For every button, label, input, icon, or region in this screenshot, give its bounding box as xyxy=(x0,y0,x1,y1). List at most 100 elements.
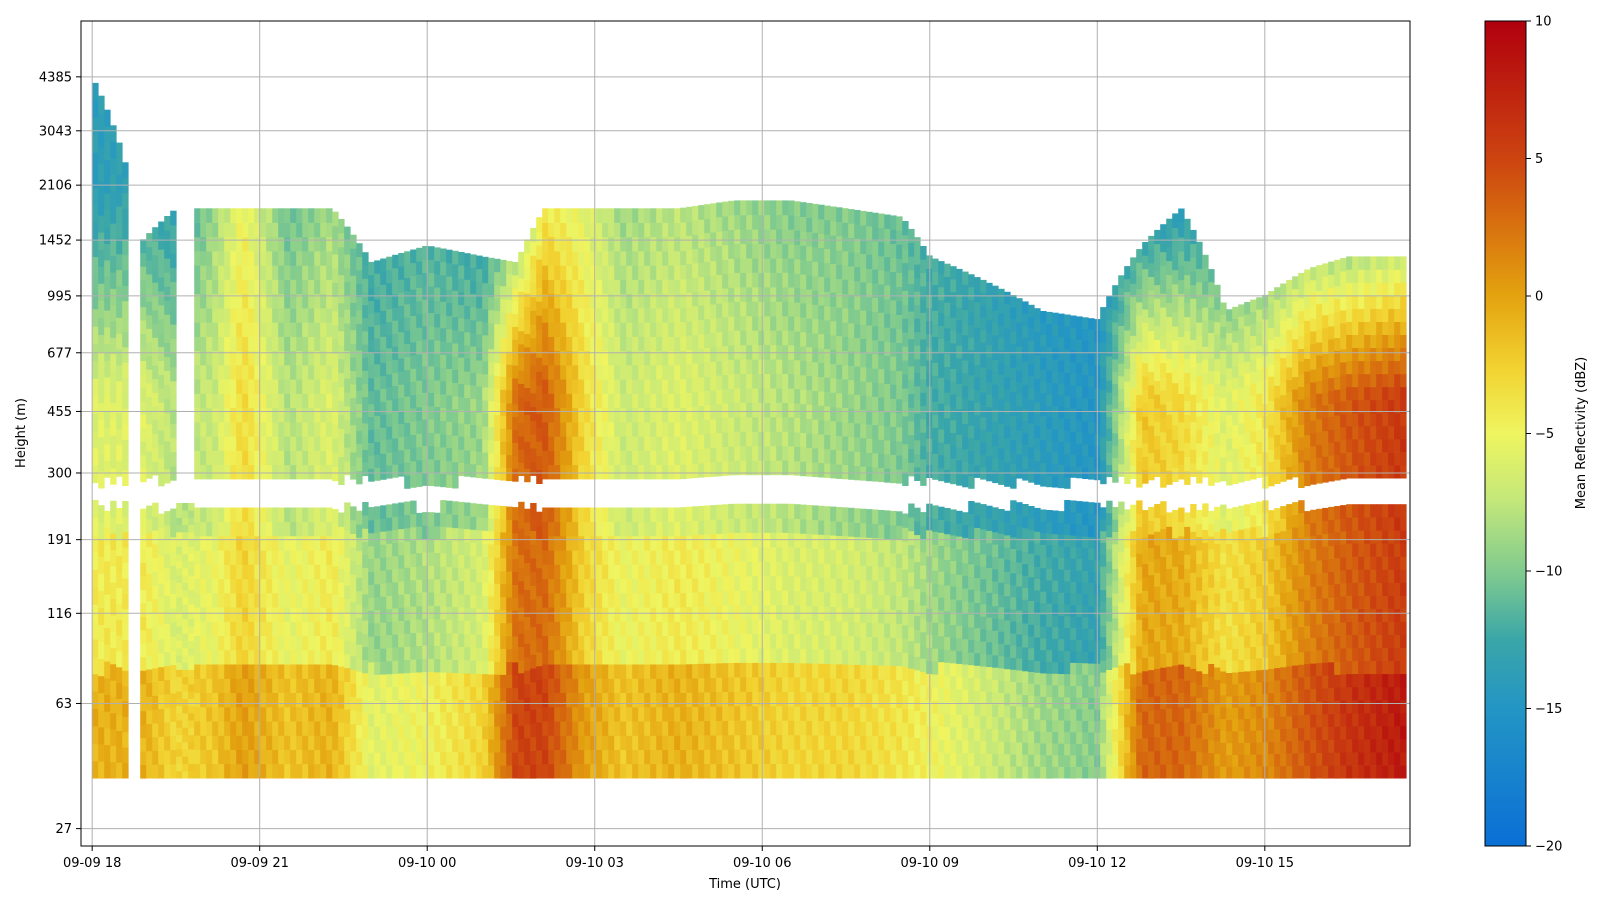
heatmap-cell xyxy=(494,310,501,325)
heatmap-cell xyxy=(254,450,261,466)
heatmap-cell xyxy=(224,308,231,323)
heatmap-cell xyxy=(650,222,657,238)
heatmap-cell xyxy=(326,607,333,622)
heatmap-cell xyxy=(416,764,423,779)
heatmap-cell xyxy=(272,208,279,223)
heatmap-cell xyxy=(110,419,117,436)
heatmap-cell xyxy=(488,309,495,324)
heatmap-cell xyxy=(302,678,309,693)
heatmap-cell xyxy=(518,712,525,726)
heatmap-cell xyxy=(854,210,861,225)
heatmap-cell xyxy=(734,518,741,533)
heatmap-cell xyxy=(284,208,291,223)
heatmap-cell xyxy=(776,561,783,577)
heatmap-cell xyxy=(230,649,237,665)
heatmap-cell xyxy=(452,264,459,278)
heatmap-cell xyxy=(470,385,477,399)
heatmap-cell xyxy=(374,584,381,598)
heatmap-cell xyxy=(830,206,837,222)
heatmap-cell xyxy=(470,293,477,308)
heatmap-cell xyxy=(590,208,597,223)
heatmap-cell xyxy=(248,735,255,750)
heatmap-cell xyxy=(152,667,159,683)
heatmap-cell xyxy=(776,633,783,649)
heatmap-cell xyxy=(140,630,147,644)
heatmap-cell xyxy=(776,734,783,750)
heatmap-cell xyxy=(698,620,705,636)
heatmap-cell xyxy=(596,236,603,252)
heatmap-cell xyxy=(272,336,279,352)
heatmap-cell xyxy=(278,521,285,537)
heatmap-cell xyxy=(782,590,789,606)
heatmap-cell xyxy=(764,243,771,259)
heatmap-cell xyxy=(566,507,573,523)
heatmap-cell xyxy=(254,678,261,693)
heatmap-cell xyxy=(158,332,165,348)
heatmap-cell xyxy=(224,422,231,437)
heatmap-cell xyxy=(752,575,759,591)
heatmap-cell xyxy=(272,749,279,765)
heatmap-cell xyxy=(866,764,873,779)
heatmap-cell xyxy=(632,706,639,722)
heatmap-cell xyxy=(506,467,513,482)
heatmap-cell xyxy=(536,259,543,274)
heatmap-cell xyxy=(194,678,201,693)
heatmap-cell xyxy=(200,308,207,323)
heatmap-cell xyxy=(398,686,405,700)
heatmap-cell xyxy=(524,697,531,712)
heatmap-cell xyxy=(788,662,795,678)
heatmap-cell xyxy=(824,735,831,750)
heatmap-cell xyxy=(704,390,711,406)
heatmap-cell xyxy=(272,365,279,380)
heatmap-cell xyxy=(344,392,351,407)
heatmap-cell xyxy=(98,607,105,625)
heatmap-cell xyxy=(506,325,513,339)
heatmap-cell xyxy=(416,274,423,288)
heatmap-cell xyxy=(224,279,231,295)
heatmap-cell xyxy=(428,525,435,540)
heatmap-cell xyxy=(446,646,453,660)
heatmap-cell xyxy=(284,265,291,280)
heatmap-cell xyxy=(872,339,879,355)
heatmap-cell xyxy=(644,678,651,693)
heatmap-cell xyxy=(164,244,171,259)
heatmap-cell xyxy=(488,544,495,558)
heatmap-cell xyxy=(668,265,675,280)
heatmap-cell xyxy=(476,373,483,387)
heatmap-cell xyxy=(500,428,507,442)
heatmap-cell xyxy=(146,437,153,452)
heatmap-cell xyxy=(314,521,321,537)
heatmap-cell xyxy=(116,333,123,350)
heatmap-cell xyxy=(824,234,831,249)
heatmap-cell xyxy=(794,215,801,231)
heatmap-cell xyxy=(566,607,573,622)
heatmap-cell xyxy=(734,705,741,721)
heatmap-cell xyxy=(788,720,795,736)
heatmap-cell xyxy=(584,222,591,238)
heatmap-cell xyxy=(734,460,741,476)
heatmap-cell xyxy=(728,244,735,259)
heatmap-cell xyxy=(302,251,309,266)
heatmap-cell xyxy=(740,229,747,245)
heatmap-cell xyxy=(146,301,153,316)
heatmap-cell xyxy=(674,678,681,693)
heatmap-cell xyxy=(98,334,105,352)
heatmap-cell xyxy=(872,707,879,722)
heatmap-cell xyxy=(818,290,825,306)
heatmap-cell xyxy=(836,221,843,237)
heatmap-cell xyxy=(854,423,861,438)
heatmap-cell xyxy=(692,620,699,636)
heatmap-cell xyxy=(794,691,801,707)
heatmap-cell xyxy=(92,361,99,379)
heatmap-cell xyxy=(242,279,249,295)
heatmap-cell xyxy=(98,573,105,591)
heatmap-cell xyxy=(698,348,705,363)
heatmap-cell xyxy=(728,460,735,476)
heatmap-cell xyxy=(728,619,735,635)
heatmap-cell xyxy=(614,208,621,223)
heatmap-cell xyxy=(650,735,657,750)
heatmap-cell xyxy=(488,348,495,363)
heatmap-cell xyxy=(542,293,549,309)
heatmap-cell xyxy=(248,593,255,608)
heatmap-cell xyxy=(98,351,105,370)
